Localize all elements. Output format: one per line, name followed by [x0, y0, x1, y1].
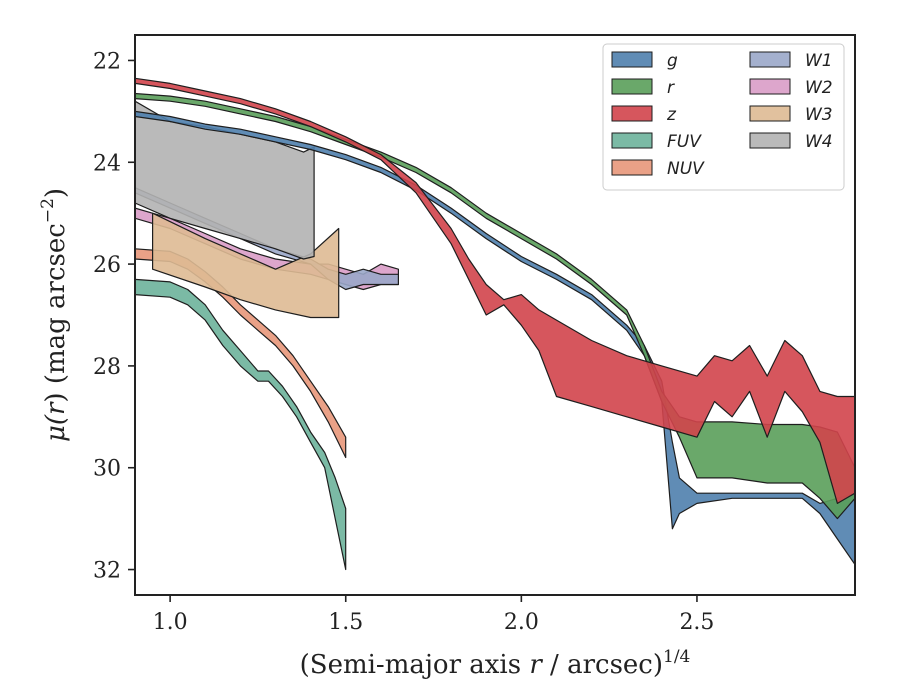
- legend-label-nuv: NUV: [667, 159, 705, 179]
- legend-label-fuv: FUV: [667, 132, 702, 152]
- x-tick-label: 2.5: [679, 610, 714, 635]
- x-axis: 1.0 1.5 2.0 2.5: [153, 595, 714, 635]
- legend-swatch-nuv: [611, 159, 653, 176]
- band-fuv: [135, 278, 347, 571]
- band-g: [135, 110, 855, 566]
- legend-swatch-fuv: [611, 132, 653, 149]
- legend-label-r: r: [667, 78, 675, 98]
- legend-label-w4: W4: [805, 132, 833, 152]
- y-tick-label: 30: [93, 457, 121, 482]
- legend-swatch-w1: [749, 51, 791, 68]
- y-axis-label: μ(r) (mag arcsec−2): [38, 188, 71, 442]
- legend-swatch-r: [611, 78, 653, 95]
- legend-swatch-w3: [749, 105, 791, 122]
- legend-label-g: g: [667, 51, 678, 71]
- legend-label-w3: W3: [805, 105, 833, 125]
- y-tick-label: 32: [93, 559, 121, 584]
- x-axis-label: (Semi-major axis r / arcsec)1/4: [300, 647, 691, 680]
- legend-label-z: z: [666, 105, 677, 125]
- legend-label-w2: W2: [805, 78, 833, 98]
- y-tick-label: 26: [93, 253, 121, 278]
- legend-swatch-z: [611, 105, 653, 122]
- legend-label-w1: W1: [805, 51, 833, 71]
- plot-frame: [134, 34, 856, 596]
- x-tick-label: 1.5: [328, 610, 363, 635]
- band-w3: [152, 212, 340, 319]
- legend-swatch-g: [611, 51, 653, 68]
- band-z: [135, 77, 855, 504]
- y-tick-label: 24: [93, 151, 121, 176]
- legend-swatch-w2: [749, 78, 791, 95]
- legend: grz FUV NUV W1 W2 W3 W4: [602, 43, 845, 191]
- x-tick-label: 1.0: [153, 610, 188, 635]
- y-tick-label: 28: [93, 355, 121, 380]
- x-tick-label: 2.0: [504, 610, 539, 635]
- y-tick-label: 22: [93, 49, 121, 74]
- y-axis: 22 24 26 28 30 32: [93, 49, 135, 584]
- profile-bands: [135, 77, 855, 571]
- legend-swatch-w4: [749, 132, 791, 149]
